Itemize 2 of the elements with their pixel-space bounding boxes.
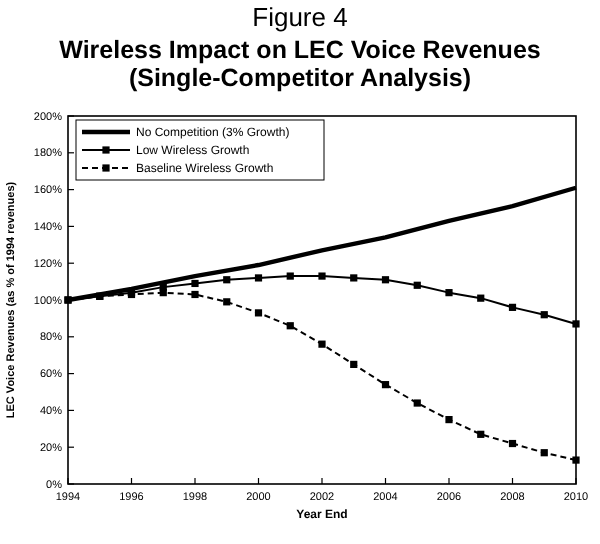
chart-title: Figure 4 — [252, 2, 348, 32]
chart-subtitle: Wireless Impact on LEC Voice Revenues (Single-Competitor Analysis) — [59, 36, 541, 92]
